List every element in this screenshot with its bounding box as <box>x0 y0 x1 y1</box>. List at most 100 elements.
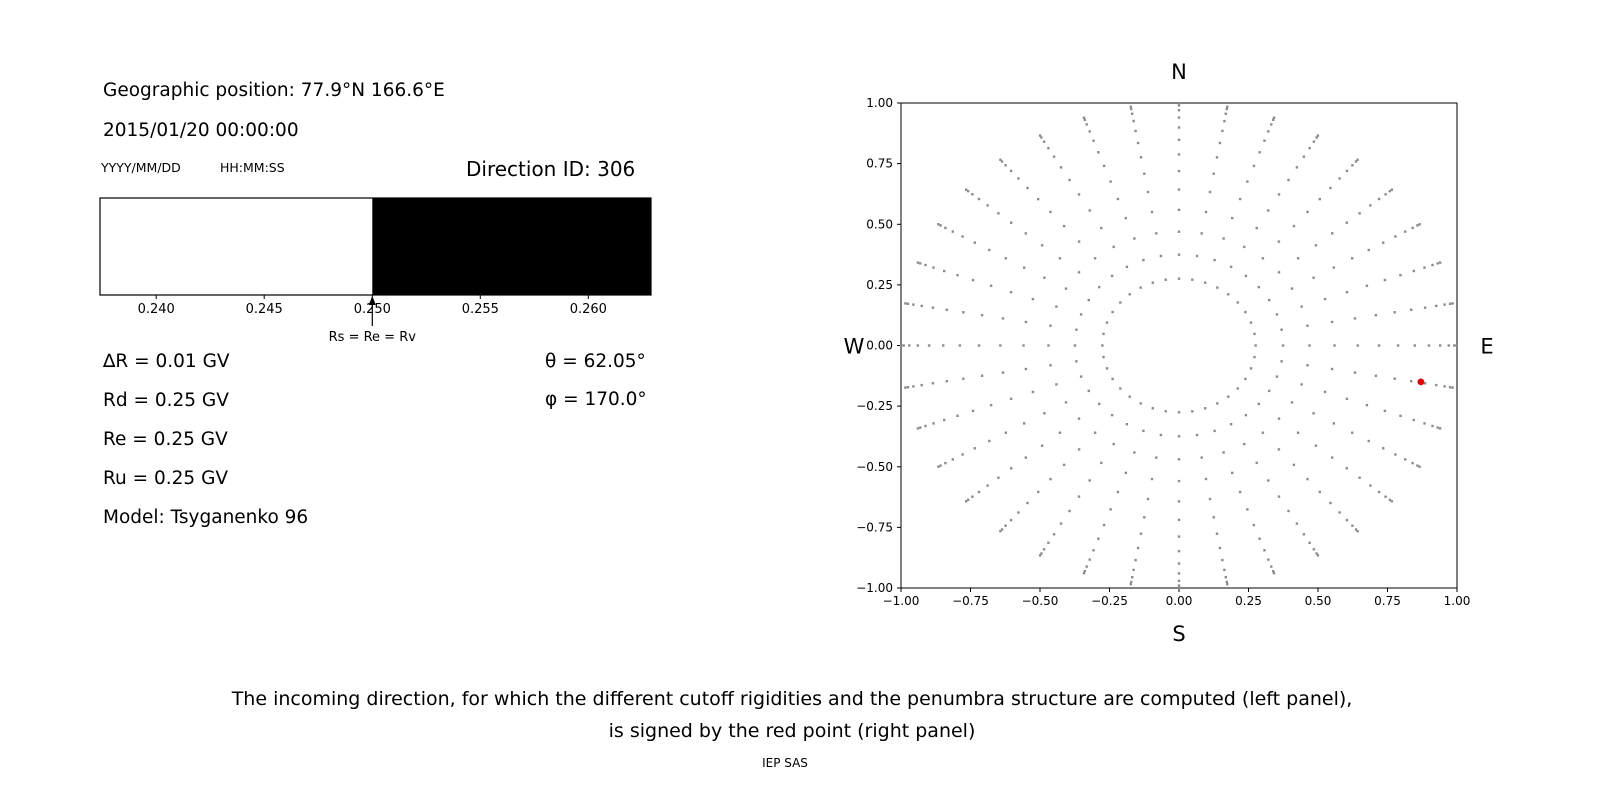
grid-dot <box>1092 139 1095 142</box>
x-tick-label: 0.25 <box>1235 594 1262 608</box>
grid-dot <box>937 223 940 226</box>
y-tick-label: 0.50 <box>866 217 893 231</box>
grid-dot <box>1225 580 1228 584</box>
grid-dot <box>1088 558 1091 561</box>
grid-dot <box>1204 407 1207 410</box>
grid-dot <box>956 414 959 417</box>
grid-dot <box>1254 344 1257 347</box>
grid-dot <box>1261 257 1265 260</box>
grid-dot <box>1017 177 1020 180</box>
grid-dot <box>1226 105 1229 108</box>
compass-north-label: N <box>1171 60 1187 84</box>
grid-dot <box>988 248 991 252</box>
grid-dot <box>924 263 927 267</box>
grid-dot <box>1332 422 1335 425</box>
grid-dot <box>1177 109 1181 112</box>
grid-dot <box>1412 269 1415 273</box>
compass-south-label: S <box>1172 622 1185 646</box>
grid-dot <box>1272 116 1276 119</box>
grid-dot <box>1367 439 1370 443</box>
grid-dot <box>1306 210 1309 214</box>
grid-dot <box>1243 245 1246 249</box>
x-tick-label: −0.50 <box>1022 594 1059 608</box>
grid-dot <box>1438 427 1442 430</box>
grid-dot <box>1119 301 1122 304</box>
grid-dot <box>1338 511 1341 514</box>
grid-dot <box>1097 151 1100 154</box>
grid-dot <box>1177 579 1181 582</box>
grid-dot <box>1047 541 1050 544</box>
grid-dot <box>997 212 1000 215</box>
grid-dot <box>1354 528 1358 531</box>
grid-dot <box>1059 522 1063 525</box>
grid-dot <box>1177 104 1181 107</box>
geographic-position: Geographic position: 77.9°N 166.6°E <box>103 80 445 101</box>
grid-dot <box>1267 558 1270 561</box>
grid-dot <box>1146 190 1150 194</box>
grid-dot <box>1177 208 1181 212</box>
grid-dot <box>1345 467 1348 470</box>
grid-dot <box>1332 266 1335 269</box>
y-tick-label: −1.00 <box>856 581 893 595</box>
x-tick-label: 0.50 <box>1305 594 1332 608</box>
grid-dot <box>1177 572 1181 575</box>
grid-dot <box>1302 155 1306 158</box>
grid-dot <box>1331 456 1334 459</box>
grid-dot <box>1382 241 1385 244</box>
grid-dot <box>971 278 975 282</box>
time-format-label: HH:MM:SS <box>220 160 285 175</box>
grid-dot <box>1009 397 1013 400</box>
grid-dot <box>1177 518 1181 522</box>
grid-dot <box>1010 221 1013 224</box>
grid-dot <box>943 418 946 422</box>
grid-dot <box>977 197 981 201</box>
grid-dot <box>1302 533 1306 536</box>
grid-dot <box>1024 320 1028 324</box>
grid-dot <box>1047 344 1050 347</box>
grid-dot <box>1116 197 1120 201</box>
grid-dot <box>1353 371 1357 374</box>
grid-dot <box>1255 226 1258 230</box>
grid-dot <box>1287 509 1290 513</box>
grid-dot <box>989 404 993 407</box>
grid-dot <box>1142 429 1145 433</box>
x-tick-label: −1.00 <box>883 594 920 608</box>
grid-dot <box>1177 562 1181 565</box>
y-tick-label: −0.75 <box>856 520 893 534</box>
grid-dot <box>1272 572 1276 575</box>
grid-dot <box>1200 456 1203 459</box>
grid-dot <box>1221 129 1224 133</box>
grid-dot <box>999 344 1002 347</box>
grid-dot <box>1155 232 1158 235</box>
date-format-label: YYYY/MM/DD <box>101 160 181 175</box>
grid-dot <box>1388 498 1392 502</box>
grid-dot <box>1077 271 1081 274</box>
grid-dot <box>1058 257 1062 260</box>
grid-dot <box>1383 278 1387 282</box>
grid-dot <box>958 344 962 347</box>
grid-dot <box>916 261 920 264</box>
x-tick-label: 0.255 <box>462 302 499 317</box>
grid-dot <box>1077 193 1081 196</box>
grid-dot <box>1083 570 1086 573</box>
plot-box <box>900 102 1458 589</box>
grid-dot <box>951 458 954 461</box>
grid-dot <box>1204 477 1208 481</box>
grid-dot <box>1142 258 1145 262</box>
grid-dot <box>1229 265 1233 268</box>
grid-dot <box>1277 271 1281 274</box>
grid-dot <box>1164 278 1167 281</box>
grid-dot <box>1423 306 1427 309</box>
grid-dot <box>1345 291 1349 294</box>
grid-dot <box>1306 364 1309 367</box>
grid-dot <box>944 226 947 230</box>
grid-dot <box>1004 524 1007 527</box>
grid-dot <box>986 204 989 207</box>
grid-dot <box>1435 304 1438 308</box>
grid-dot <box>1451 302 1454 305</box>
grid-dot <box>919 426 922 429</box>
grid-dot <box>1268 389 1271 393</box>
grid-dot <box>1451 386 1454 389</box>
grid-dot <box>1270 123 1273 126</box>
x-tick-label: −0.25 <box>1091 594 1128 608</box>
